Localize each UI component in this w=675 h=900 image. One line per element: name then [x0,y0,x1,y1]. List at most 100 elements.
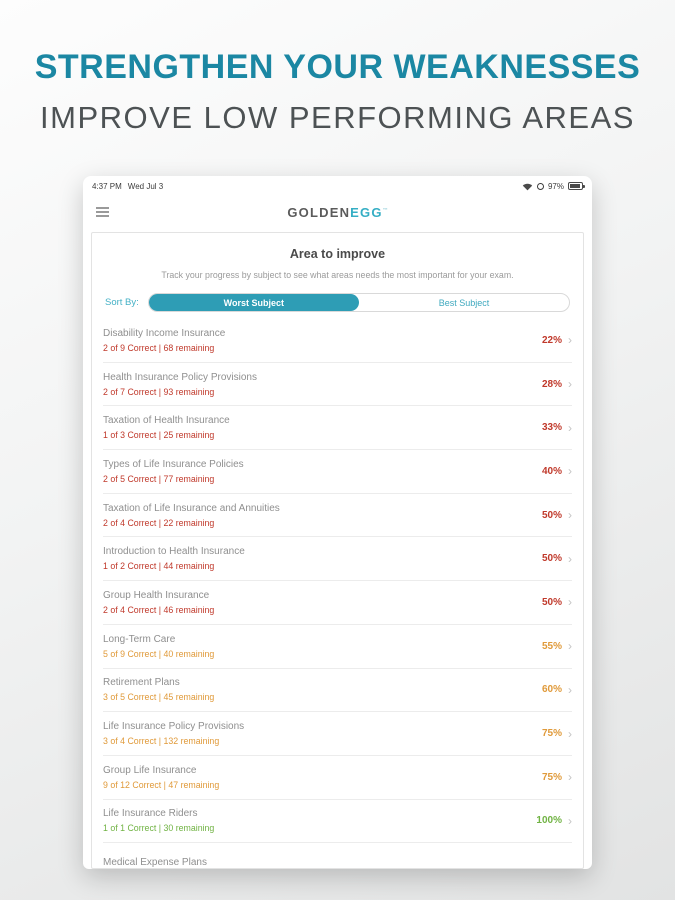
list-item[interactable]: Life Insurance Riders 1 of 1 Correct | 3… [103,800,572,844]
list-item[interactable]: Health Insurance Policy Provisions 2 of … [103,363,572,407]
chevron-right-icon: › [568,595,572,610]
list-item[interactable]: Disability Income Insurance 2 of 9 Corre… [103,319,572,363]
subject-score: 50% › [542,596,572,608]
list-item[interactable]: Medical Expense Plans › [103,843,572,868]
subject-title: Group Health Insurance [103,589,210,601]
subject-percent: 55% [541,640,562,652]
chevron-right-icon: › [568,770,572,785]
subject-info: Introduction to Health Insurance 1 of 2 … [103,546,245,571]
subject-title: Long-Term Care [103,633,176,645]
battery-percent-label: 97% [547,181,564,191]
subject-title: Retirement Plans [103,677,180,689]
subject-info: Group Life Insurance 9 of 12 Correct | 4… [103,765,219,790]
subject-percent: 33% [541,422,562,434]
status-time-date: 4:37 PM Wed Jul 3 [92,182,169,191]
sort-segmented-control: Worst Subject Best Subject [147,293,570,312]
chevron-right-icon: › [568,508,572,523]
subject-info: Medical Expense Plans [103,857,207,868]
nav-bar: GOLDENEGG™ [83,196,592,228]
subject-info: Disability Income Insurance 2 of 9 Corre… [103,328,225,353]
chevron-right-icon: › [568,333,572,348]
orientation-lock-icon [536,182,544,190]
subject-title: Disability Income Insurance [103,327,226,339]
logo-text-primary: GOLDEN [287,204,351,220]
status-time: 4:37 PM [92,181,122,191]
wifi-icon [522,183,533,190]
headline-primary: STRENGTHEN YOUR WEAKNESSES [34,48,641,86]
subject-detail: 2 of 4 Correct | 46 remaining [103,604,215,615]
logo-trademark: ™ [382,207,388,214]
list-item[interactable]: Types of Life Insurance Policies 2 of 5 … [103,450,572,494]
subject-title: Health Insurance Policy Provisions [103,371,257,383]
subject-info: Taxation of Health Insurance 1 of 3 Corr… [103,415,230,440]
subject-percent: 50% [541,596,562,608]
subject-info: Taxation of Life Insurance and Annuities… [103,503,280,528]
list-item[interactable]: Retirement Plans 3 of 5 Correct | 45 rem… [103,669,572,713]
subject-title: Medical Expense Plans [103,857,207,868]
chevron-right-icon: › [568,682,572,697]
list-item[interactable]: Introduction to Health Insurance 1 of 2 … [103,537,572,582]
list-item[interactable]: Life Insurance Policy Provisions 3 of 4 … [103,712,572,756]
subject-score: 28% › [542,378,572,390]
subject-info: Types of Life Insurance Policies 2 of 5 … [103,459,244,484]
subject-title: Introduction to Health Insurance [103,546,245,558]
subject-score: 40% › [542,465,572,477]
chevron-right-icon: › [568,813,572,828]
area-to-improve-card: Area to improve Track your progress by s… [91,232,584,869]
hamburger-menu-icon[interactable] [96,207,109,219]
status-indicators: 97% [522,181,585,191]
subject-info: Long-Term Care 5 of 9 Correct | 40 remai… [103,634,214,659]
subject-info: Life Insurance Policy Provisions 3 of 4 … [103,721,244,746]
subject-detail: 1 of 3 Correct | 25 remaining [103,430,215,441]
subject-detail: 3 of 4 Correct | 132 remaining [103,736,220,747]
subject-detail: 2 of 4 Correct | 22 remaining [103,517,215,528]
segment-worst-subject[interactable]: Worst Subject [148,294,359,311]
subject-title: Life Insurance Policy Provisions [103,721,245,733]
chevron-right-icon: › [568,377,572,392]
sort-by-label: Sort By: [105,297,139,308]
subject-score: 75% › [542,771,572,783]
logo-text-accent: EGG [350,204,383,220]
card-title: Area to improve [289,247,386,261]
list-item[interactable]: Long-Term Care 5 of 9 Correct | 40 remai… [103,625,572,669]
list-item[interactable]: Group Health Insurance 2 of 4 Correct | … [103,581,572,625]
segment-best-subject[interactable]: Best Subject [438,297,490,308]
chevron-right-icon: › [568,464,572,479]
hero-section: STRENGTHEN YOUR WEAKNESSES IMPROVE LOW P… [0,48,675,136]
sort-controls: Sort By: Worst Subject Best Subject [105,293,570,312]
subject-detail: 2 of 7 Correct | 93 remaining [103,386,215,397]
subject-info: Group Health Insurance 2 of 4 Correct | … [103,590,214,615]
list-item[interactable]: Group Life Insurance 9 of 12 Correct | 4… [103,756,572,800]
status-bar: 4:37 PM Wed Jul 3 97% [83,176,592,196]
subject-detail: 2 of 5 Correct | 77 remaining [103,473,215,484]
subject-detail: 1 of 1 Correct | 30 remaining [103,823,215,834]
subject-score: 60% › [542,684,572,696]
chevron-right-icon: › [568,420,572,435]
subject-score: 22% › [542,334,572,346]
subject-percent: 50% [541,553,562,565]
status-date: Wed Jul 3 [127,181,164,191]
subject-score: 75% › [542,728,572,740]
subject-score: 50% › [542,509,572,521]
subject-detail: 9 of 12 Correct | 47 remaining [103,779,220,790]
subject-percent: 60% [541,684,562,696]
card-subtitle: Track your progress by subject to see wh… [161,270,514,280]
subject-info: Life Insurance Riders 1 of 1 Correct | 3… [103,808,214,833]
chevron-right-icon: › [568,639,572,654]
list-item[interactable]: Taxation of Health Insurance 1 of 3 Corr… [103,406,572,451]
subject-score: › [562,859,572,868]
subject-percent: 40% [541,465,562,477]
subject-detail: 3 of 5 Correct | 45 remaining [103,692,215,703]
subject-info: Retirement Plans 3 of 5 Correct | 45 rem… [103,677,214,702]
subject-title: Taxation of Life Insurance and Annuities [103,502,280,514]
subject-title: Group Life Insurance [103,764,197,776]
app-logo: GOLDENEGG™ [287,205,387,220]
chevron-right-icon: › [568,551,572,566]
subject-list: Disability Income Insurance 2 of 9 Corre… [92,319,583,868]
subject-percent: 28% [541,378,562,390]
subject-percent: 100% [536,815,562,827]
subject-percent: 75% [541,771,562,783]
subject-percent: 50% [541,509,562,521]
list-item[interactable]: Taxation of Life Insurance and Annuities… [103,494,572,538]
subject-detail: 1 of 2 Correct | 44 remaining [103,561,215,572]
